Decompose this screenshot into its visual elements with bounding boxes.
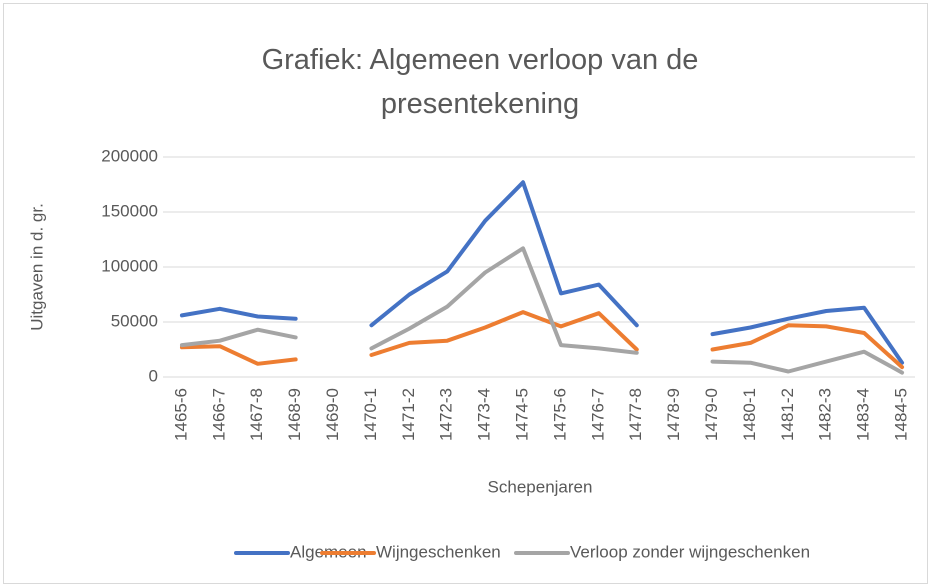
y-tick-label: 0 [149, 366, 158, 385]
x-tick-label: 1482-3 [816, 388, 835, 441]
y-tick-label: 50000 [111, 311, 158, 330]
x-tick-label: 1481-2 [778, 388, 797, 441]
series-line [179, 180, 905, 365]
x-axis-label: Schepenjaren [488, 477, 593, 496]
x-tick-label: 1469-0 [323, 388, 342, 441]
legend-label: Wijngeschenken [376, 542, 501, 561]
x-tick-label: 1468-9 [285, 388, 304, 441]
x-tick-label: 1480-1 [740, 388, 759, 441]
y-tick-label: 150000 [101, 201, 158, 220]
x-tick-label: 1472-3 [437, 388, 456, 441]
x-tick-label: 1465-6 [171, 388, 190, 441]
x-tick-label: 1475-6 [550, 388, 569, 441]
y-tick-label: 200000 [101, 146, 158, 165]
x-tick-label: 1476-7 [588, 388, 607, 441]
chart-border [3, 3, 928, 584]
x-tick-label: 1474-5 [513, 388, 532, 441]
y-tick-label: 100000 [101, 256, 158, 275]
x-tick-label: 1484-5 [892, 388, 911, 441]
x-tick-label: 1479-0 [702, 388, 721, 441]
x-tick-label: 1467-8 [247, 388, 266, 441]
chart-title: Grafiek: Algemeen verloop van de present… [261, 44, 699, 120]
x-tick-label: 1478-9 [664, 388, 683, 441]
x-tick-label: 1470-1 [361, 388, 380, 441]
x-tick-label: 1473-4 [475, 388, 494, 441]
x-tick-label: 1483-4 [854, 388, 873, 441]
series-line [179, 246, 905, 375]
x-tick-label: 1466-7 [209, 388, 228, 441]
series-line [179, 310, 905, 370]
legend-label: Verloop zonder wijngeschenken [570, 542, 810, 561]
x-tick-label: 1471-2 [399, 388, 418, 441]
x-tick-label: 1477-8 [626, 388, 645, 441]
y-axis-label: Uitgaven in d. gr. [27, 203, 46, 331]
